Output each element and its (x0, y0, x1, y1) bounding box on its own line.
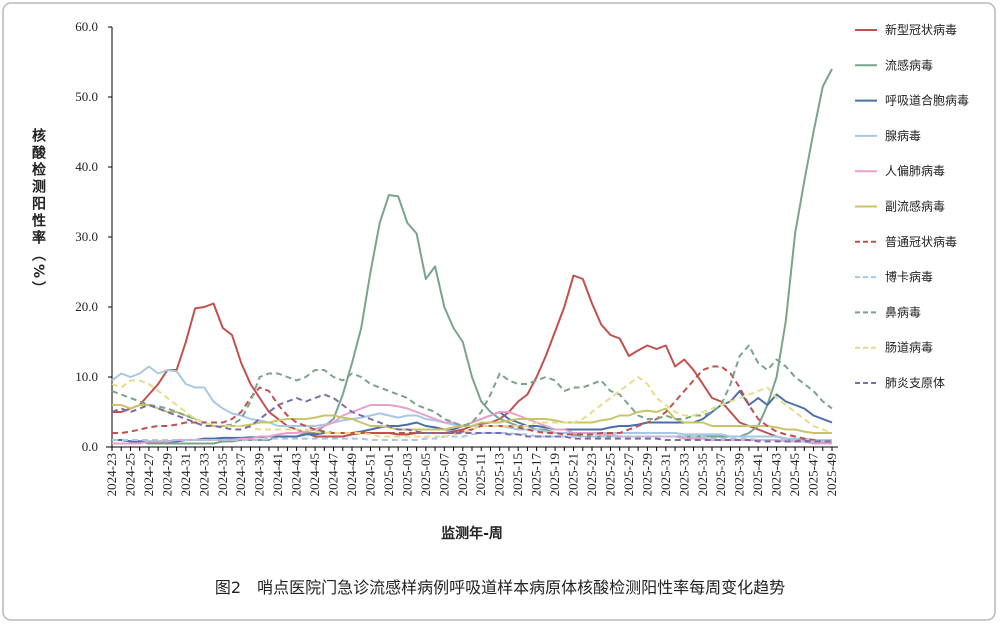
x-tick-label: 2025-47 (806, 453, 821, 497)
x-tick-label: 2025-11 (473, 453, 488, 496)
legend-label: 普通冠状病毒 (885, 234, 957, 249)
x-tick-label: 2025-05 (418, 453, 433, 496)
x-tick-label: 2025-09 (455, 453, 470, 496)
x-tick-label: 2025-25 (602, 453, 617, 496)
y-tick-label: 60.0 (75, 19, 98, 34)
legend-label: 呼吸道合胞病毒 (885, 93, 969, 108)
legend-label: 肺炎支原体 (885, 376, 945, 390)
x-tick-label: 2024-49 (344, 453, 359, 496)
legend-label: 新型冠状病毒 (885, 22, 957, 37)
x-tick-label: 2024-33 (196, 453, 211, 496)
x-tick-label: 2024-43 (289, 453, 304, 496)
y-tick-label: 20.0 (75, 299, 98, 314)
chart-title: 图2 哨点医院门急诊流感样病例呼吸道样本病原体核酸检测阳性率每周变化趋势 (215, 578, 785, 597)
x-tick-label: 2025-23 (584, 453, 599, 496)
series-line (112, 68, 833, 445)
series-line (111, 376, 833, 438)
y-axis-label: 核酸检测阳性率（%） (30, 127, 47, 298)
x-tick-label: 2025-17 (529, 453, 544, 497)
x-tick-label: 2025-33 (676, 453, 691, 496)
x-tick-label: 2024-37 (233, 453, 248, 497)
legend-label: 博卡病毒 (885, 269, 933, 284)
legend-label: 副流感病毒 (885, 199, 945, 214)
x-tick-label: 2025-39 (732, 453, 747, 496)
x-axis-label: 监测年-周 (441, 525, 503, 542)
x-tick-label: 2025-49 (824, 453, 839, 496)
legend-label: 肠道病毒 (885, 340, 933, 355)
y-tick-label: 30.0 (75, 229, 98, 244)
x-tick-label: 2024-47 (326, 453, 341, 497)
x-tick-label: 2025-01 (381, 453, 396, 496)
x-tick-label: 2024-39 (252, 453, 267, 496)
x-tick-label: 2024-41 (270, 453, 285, 496)
y-tick-label: 0.0 (82, 439, 98, 454)
x-tick-label: 2025-35 (695, 453, 710, 496)
y-tick-label: 10.0 (75, 369, 98, 384)
legend-label: 腺病毒 (885, 128, 921, 143)
x-tick-label: 2025-43 (769, 453, 784, 496)
series-line (112, 365, 832, 443)
legend-label: 人偏肺病毒 (885, 163, 945, 178)
x-tick-label: 2024-23 (104, 453, 119, 496)
x-tick-label: 2025-41 (750, 453, 765, 496)
x-tick-label: 2024-29 (159, 453, 174, 496)
x-tick-label: 2025-31 (658, 453, 673, 496)
x-tick-label: 2025-21 (566, 453, 581, 496)
series-line (112, 432, 832, 443)
x-tick-label: 2024-35 (215, 453, 230, 496)
legend-label: 流感病毒 (885, 57, 933, 72)
x-tick-label: 2025-15 (510, 453, 525, 496)
x-tick-label: 2025-03 (399, 453, 414, 496)
y-tick-label: 40.0 (75, 159, 98, 174)
x-tick-label: 2025-19 (547, 453, 562, 496)
x-tick-label: 2024-27 (141, 453, 156, 497)
x-tick-label: 2024-51 (362, 453, 377, 496)
legend-label: 鼻病毒 (885, 304, 921, 319)
x-tick-label: 2025-13 (492, 453, 507, 496)
x-tick-label: 2025-29 (639, 453, 654, 496)
x-tick-label: 2024-31 (178, 453, 193, 496)
x-tick-label: 2024-45 (307, 453, 322, 496)
x-tick-label: 2024-25 (122, 453, 137, 496)
x-tick-label: 2025-45 (787, 453, 802, 496)
x-tick-label: 2025-27 (621, 453, 636, 497)
y-tick-label: 50.0 (75, 89, 98, 104)
x-tick-label: 2025-07 (436, 453, 451, 497)
series-line (112, 404, 832, 434)
x-tick-label: 2025-37 (713, 453, 728, 497)
